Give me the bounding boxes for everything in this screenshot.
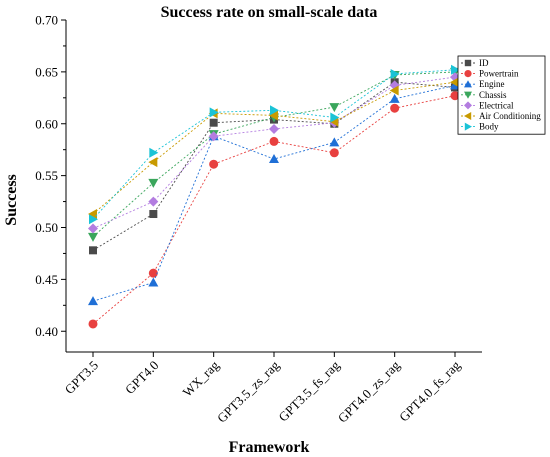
x-tick-label: GPT3.5_fs_rag [275,357,342,424]
series-line-id [92,81,456,251]
data-point-body [149,147,159,158]
data-point-powertrain [148,268,158,278]
data-point-engine [148,277,159,287]
data-point-air-conditioning [269,110,278,121]
legend-marker-powertrain [464,70,472,78]
x-tick-label: GPT3.5_zs_rag [214,357,282,425]
series-id [89,78,459,255]
y-axis-label: Success [3,174,20,226]
legend-label-air-conditioning: Air Conditioning [479,111,541,121]
x-tick-label: GPT4.0 [122,358,161,397]
data-point-engine [389,93,400,103]
data-point-id [89,246,97,255]
data-point-electrical [148,196,159,207]
series-air-conditioning [88,77,459,220]
legend-marker-body [464,122,472,131]
series-line-air-conditioning [92,81,456,215]
series-powertrain [88,91,460,329]
data-point-powertrain [329,148,339,158]
data-point-engine [329,137,340,147]
data-point-electrical [269,123,279,134]
data-point-chassis [148,178,159,188]
data-point-body [451,64,460,75]
y-tick-label: 0.70 [35,13,58,28]
data-point-air-conditioning [389,85,399,96]
data-point-body [390,68,400,79]
legend-label-electrical: Electrical [479,100,514,110]
legend-marker-electrical [464,101,472,110]
legend-marker-id [464,59,472,67]
legend-label-powertrain: Powertrain [479,69,519,79]
data-point-powertrain [269,136,279,146]
series-body [89,64,460,225]
data-point-air-conditioning [148,157,158,168]
data-point-air-conditioning [88,209,97,220]
x-tick-label: GPT3.5 [62,358,101,397]
data-point-body [89,214,98,225]
data-point-body [330,112,340,123]
legend-label-chassis: Chassis [479,90,507,100]
legend-label-id: ID [479,58,489,68]
y-tick-label: 0.55 [35,168,58,183]
series-layer [88,64,460,329]
data-point-chassis [329,103,340,113]
data-point-chassis [88,232,98,242]
data-point-powertrain [209,159,219,169]
data-point-powertrain [450,91,460,101]
x-tick-label: GPT4.0_zs_rag [335,357,403,425]
data-point-body [270,105,279,116]
legend-label-engine: Engine [479,79,505,89]
data-point-powertrain [88,319,98,329]
data-point-engine [88,296,98,306]
legend-label-body: Body [479,122,499,132]
x-axis-label: Framework [229,439,310,456]
legend-box [457,55,546,135]
legend-marker-air-conditioning [464,112,472,120]
data-point-body [209,107,219,118]
y-tick-label: 0.50 [35,220,58,235]
y-tick-label: 0.45 [35,272,58,287]
legend-marker-engine [464,80,472,88]
x-tick-label: GPT4.0_fs_rag [396,357,463,424]
data-point-id [209,118,218,127]
data-point-air-conditioning [450,77,459,88]
series-line-electrical [92,76,456,229]
chart-title: Success rate on small-scale data [161,4,378,21]
x-tick-label: WX_rag [180,357,223,400]
data-point-electrical [208,131,219,142]
data-point-electrical [88,223,98,234]
axes: 0.40 0.45 0.50 0.55 0.60 0.65 0.70 GPT3.5 GPT4.0… [35,13,482,426]
data-point-id [149,210,158,219]
y-tick-label: 0.40 [35,324,58,339]
data-point-engine [269,154,279,164]
y-tick-label: 0.65 [35,64,58,79]
legend-marker-chassis [464,91,472,99]
y-tick-label: 0.60 [35,116,58,131]
data-point-powertrain [390,103,400,113]
